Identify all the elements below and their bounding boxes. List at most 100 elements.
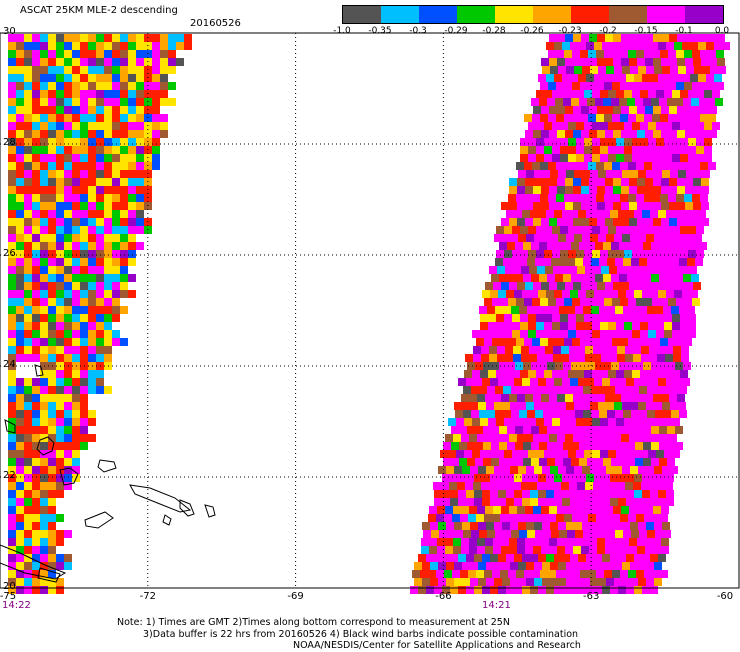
data-pixel [593, 354, 601, 362]
data-pixel [136, 170, 144, 178]
data-pixel [632, 418, 640, 426]
data-pixel [8, 130, 16, 138]
data-pixel [589, 202, 597, 210]
data-pixel [32, 146, 40, 154]
data-pixel [40, 210, 48, 218]
data-pixel [80, 162, 88, 170]
data-pixel [524, 114, 532, 122]
data-pixel [64, 258, 72, 266]
data-pixel [620, 570, 628, 578]
data-pixel [571, 458, 579, 466]
data-pixel [623, 258, 631, 266]
data-pixel [502, 562, 510, 570]
data-pixel [485, 434, 493, 442]
data-pixel [640, 250, 648, 258]
data-pixel [64, 418, 72, 426]
data-pixel [604, 162, 612, 170]
data-pixel [40, 90, 48, 98]
data-pixel [560, 250, 568, 258]
data-pixel [611, 98, 619, 106]
data-pixel [700, 162, 708, 170]
data-pixel [521, 266, 529, 274]
data-pixel [546, 554, 554, 562]
data-pixel [48, 546, 56, 554]
data-pixel [40, 530, 48, 538]
data-pixel [688, 138, 696, 146]
data-pixel [48, 482, 56, 490]
data-pixel [496, 314, 504, 322]
data-pixel [461, 538, 469, 546]
island-outline [59, 467, 79, 486]
data-pixel [624, 314, 632, 322]
data-pixel [96, 162, 104, 170]
data-pixel [692, 162, 700, 170]
data-pixel [104, 154, 112, 162]
data-pixel [498, 378, 506, 386]
data-pixel [120, 242, 128, 250]
data-pixel [493, 546, 501, 554]
data-pixel [506, 210, 514, 218]
data-pixel [632, 250, 640, 258]
data-pixel [56, 162, 64, 170]
data-pixel [669, 58, 677, 66]
data-pixel [485, 394, 493, 402]
data-pixel [685, 218, 693, 226]
data-pixel [622, 402, 630, 410]
data-pixel [631, 410, 639, 418]
data-pixel [541, 394, 549, 402]
data-pixel [624, 154, 632, 162]
data-pixel [8, 458, 16, 466]
data-pixel [104, 42, 112, 50]
data-pixel [462, 578, 470, 586]
data-pixel [423, 530, 431, 538]
data-pixel [554, 210, 562, 218]
data-pixel [615, 258, 623, 266]
data-pixel [16, 482, 24, 490]
data-pixel [606, 66, 614, 74]
data-pixel [664, 450, 672, 458]
data-pixel [56, 578, 64, 586]
data-pixel [580, 82, 588, 90]
data-pixel [635, 242, 643, 250]
data-pixel [533, 506, 541, 514]
data-pixel [566, 562, 574, 570]
data-pixel [553, 354, 561, 362]
data-pixel [582, 466, 590, 474]
data-pixel [56, 394, 64, 402]
data-pixel [48, 442, 56, 450]
data-pixel [136, 194, 144, 202]
data-pixel [621, 506, 629, 514]
data-pixel [16, 106, 24, 114]
data-pixel [609, 346, 617, 354]
data-pixel [687, 306, 695, 314]
island-outline [84, 511, 114, 529]
data-pixel [522, 498, 530, 506]
data-pixel [696, 146, 704, 154]
data-pixel [88, 202, 96, 210]
data-pixel [16, 114, 24, 122]
data-pixel [554, 290, 562, 298]
data-pixel [612, 50, 620, 58]
data-pixel [40, 98, 48, 106]
data-pixel [635, 426, 643, 434]
data-pixel [624, 322, 632, 330]
data-pixel [552, 90, 560, 98]
data-pixel [592, 226, 600, 234]
data-pixel [96, 34, 104, 42]
data-pixel [672, 322, 680, 330]
data-pixel [622, 466, 630, 474]
data-pixel [32, 386, 40, 394]
data-pixel [16, 66, 24, 74]
data-pixel [598, 562, 606, 570]
data-pixel [557, 506, 565, 514]
data-pixel [570, 498, 578, 506]
data-pixel [558, 66, 566, 74]
data-pixel [16, 450, 24, 458]
data-pixel [72, 322, 80, 330]
data-pixel [710, 66, 718, 74]
island-outline [34, 364, 44, 377]
data-pixel [604, 50, 612, 58]
data-pixel [475, 442, 483, 450]
data-pixel [8, 522, 16, 530]
data-pixel [645, 506, 653, 514]
